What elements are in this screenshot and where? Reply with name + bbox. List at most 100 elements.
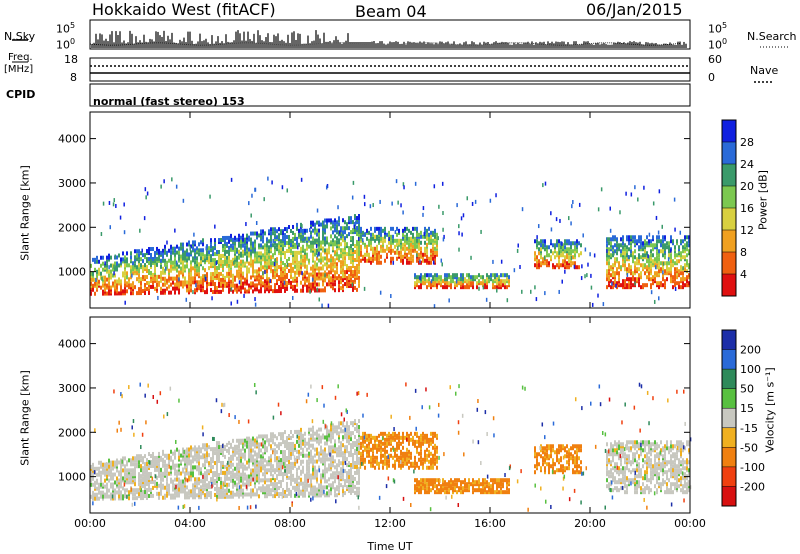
heatmap-cell	[228, 271, 230, 276]
heatmap-cell	[346, 252, 348, 257]
heatmap-cell	[228, 287, 230, 292]
heatmap-cell-sparse	[163, 179, 165, 184]
heatmap-cell	[414, 273, 416, 278]
heatmap-cell-sparse	[205, 246, 208, 251]
heatmap-cell	[138, 249, 140, 254]
heatmap-cell	[326, 218, 328, 223]
heatmap-cell	[140, 277, 142, 282]
heatmap-cell	[272, 482, 274, 487]
heatmap-cell	[226, 281, 228, 286]
heatmap-cell	[94, 480, 96, 485]
heatmap-cell	[364, 242, 366, 247]
heatmap-cell	[246, 474, 248, 479]
heatmap-cell	[412, 238, 414, 243]
heatmap-cell	[250, 488, 252, 493]
heatmap-cell	[260, 275, 262, 280]
heatmap-cell-sparse	[414, 181, 417, 186]
heatmap-cell	[634, 277, 636, 282]
heatmap-cell	[370, 232, 372, 237]
heatmap-cell	[676, 275, 678, 280]
heatmap-cell	[574, 245, 576, 250]
heatmap-cell	[110, 492, 112, 497]
heatmap-cell	[176, 491, 178, 496]
heatmap-cell	[434, 254, 436, 259]
heatmap-cell	[320, 272, 322, 277]
heatmap-cell	[340, 242, 342, 247]
heatmap-cell	[344, 282, 346, 287]
heatmap-cell	[218, 441, 220, 446]
heatmap-cell	[436, 236, 438, 241]
heatmap-cell	[164, 459, 166, 464]
heatmap-cell	[664, 279, 666, 284]
heatmap-cell	[224, 476, 226, 481]
heatmap-cell	[276, 468, 278, 473]
heatmap-cell	[210, 461, 212, 466]
heatmap-cell	[110, 474, 112, 479]
heatmap-cell	[426, 228, 428, 233]
heatmap-cell	[306, 228, 308, 233]
heatmap-cell	[288, 451, 290, 456]
heatmap-cell	[296, 282, 298, 287]
heatmap-cell	[210, 495, 212, 500]
heatmap-cell-sparse	[627, 255, 630, 260]
heatmap-cell	[606, 273, 608, 278]
heatmap-cell	[326, 282, 328, 287]
heatmap-cell	[262, 245, 264, 250]
heatmap-cell	[428, 260, 430, 265]
heatmap-cell	[534, 257, 536, 262]
heatmap-cell	[198, 272, 200, 277]
heatmap-cell	[612, 263, 614, 268]
heatmap-cell	[288, 434, 290, 439]
heatmap-cell	[320, 244, 322, 249]
heatmap-cell	[132, 496, 134, 501]
heatmap-cell	[260, 486, 262, 491]
heatmap-cell	[252, 249, 254, 254]
heatmap-cell	[490, 273, 492, 278]
heatmap-cell-sparse	[236, 299, 239, 304]
heatmap-cell	[344, 246, 346, 251]
heatmap-cell	[276, 289, 278, 294]
heatmap-cell	[236, 470, 238, 475]
heatmap-cell	[406, 246, 408, 251]
heatmap-cell	[150, 270, 152, 275]
heatmap-cell-sparse	[114, 254, 117, 259]
heatmap-cell	[280, 267, 282, 272]
heatmap-cell	[346, 264, 348, 269]
heatmap-cell	[158, 483, 160, 488]
heatmap-cell	[404, 246, 406, 251]
heatmap-cell-sparse	[400, 203, 402, 208]
heatmap-cell	[684, 235, 686, 240]
heatmap-cell	[150, 493, 152, 498]
heatmap-cell	[246, 233, 248, 238]
heatmap-cell-sparse	[662, 270, 664, 275]
heatmap-cell	[216, 250, 218, 255]
heatmap-cell	[148, 269, 150, 274]
heatmap-cell	[96, 472, 98, 477]
heatmap-cell	[156, 282, 158, 287]
heatmap-cell	[334, 288, 336, 293]
heatmap-cell	[230, 462, 232, 467]
heatmap-cell	[110, 255, 112, 260]
heatmap-cell	[492, 273, 494, 278]
heatmap-cell	[294, 493, 296, 498]
heatmap-cell	[166, 286, 168, 291]
heatmap-cell	[180, 471, 182, 476]
heatmap-cell	[228, 446, 230, 451]
heatmap-cell	[212, 475, 214, 480]
heatmap-cell	[240, 472, 242, 477]
heatmap-cell	[294, 274, 296, 279]
heatmap-cell	[280, 239, 282, 244]
heatmap-cell	[196, 485, 198, 490]
heatmap-cell	[100, 490, 102, 495]
heatmap-cell	[542, 243, 544, 248]
heatmap-cell	[132, 462, 134, 467]
heatmap-cell	[498, 283, 500, 288]
heatmap-cell	[174, 282, 176, 287]
heatmap-cell	[214, 461, 216, 466]
heatmap-cell-sparse	[559, 218, 561, 223]
heatmap-cell	[350, 250, 352, 255]
heatmap-cell	[204, 268, 206, 273]
heatmap-cell	[250, 442, 252, 447]
heatmap-cell	[310, 282, 312, 287]
heatmap-cell	[340, 270, 342, 275]
